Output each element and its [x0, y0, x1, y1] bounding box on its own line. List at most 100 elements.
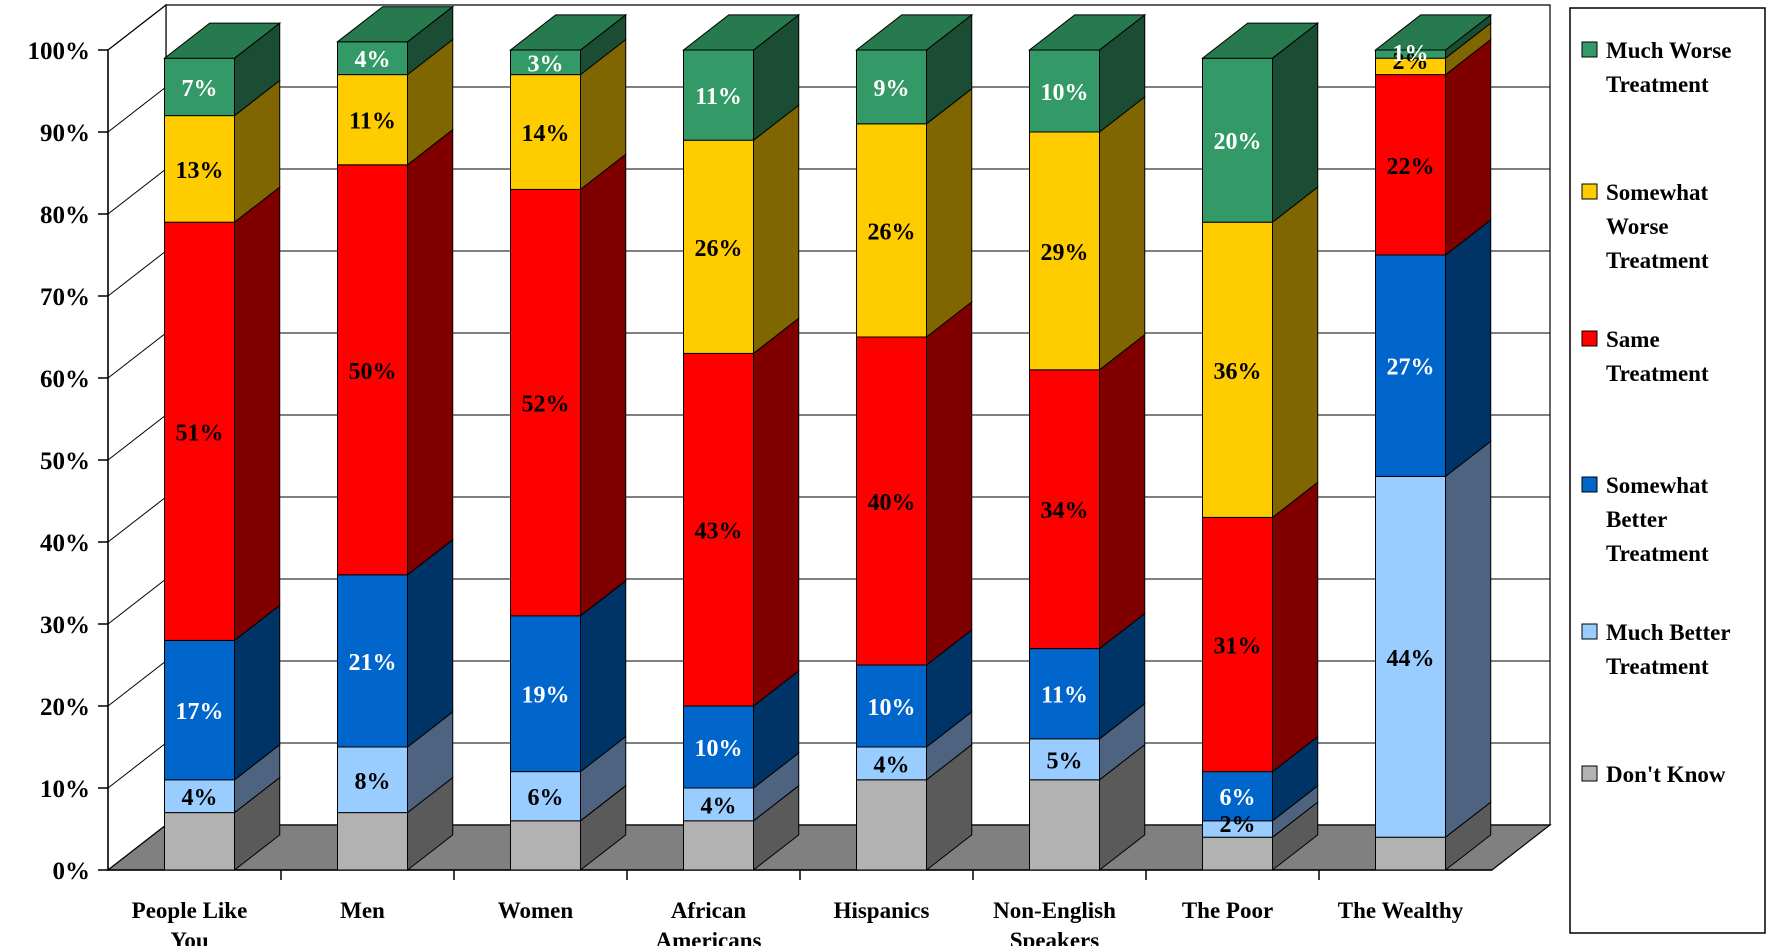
data-label: 10% [695, 736, 743, 762]
data-label: 31% [1214, 634, 1262, 660]
bar-segment [683, 705, 754, 789]
bar-side [926, 300, 973, 667]
bar-segment [1202, 221, 1273, 518]
data-label: 7% [182, 76, 218, 102]
bar-segment [683, 820, 754, 871]
bar-segment [1375, 74, 1446, 256]
data-label: 13% [176, 158, 224, 184]
data-label: 10% [1041, 80, 1089, 106]
data-label: 11% [349, 109, 396, 135]
bar-segment [1202, 771, 1273, 822]
bars: 4% 17% 51% 13% 7% 8% 21% 50% 11% 4% 6% 19% 52% 14% 3% 4… [163, 5, 1493, 872]
data-label: 21% [349, 650, 397, 676]
x-axis-category-labels: People Like You Men Women African Americans Hi… [132, 898, 1464, 946]
legend-swatch [1581, 476, 1598, 493]
y-tick-label: 60% [40, 366, 90, 393]
data-label: 5% [1047, 748, 1083, 774]
data-label: 2% [1220, 812, 1256, 838]
bar-segment [856, 779, 927, 871]
bar-segment [164, 221, 235, 641]
bar-segment [1029, 779, 1100, 871]
bar-segment [164, 779, 235, 814]
legend-swatch [1581, 623, 1598, 640]
legend-entry: Somewhat Worse Treatment [1606, 180, 1709, 273]
data-label: 6% [1220, 785, 1256, 811]
data-label: 11% [695, 84, 742, 110]
y-tick-label: 30% [40, 612, 90, 639]
data-label: 6% [528, 785, 564, 811]
data-label: 26% [868, 219, 916, 245]
data-label: 3% [528, 51, 564, 77]
legend-swatch [1581, 765, 1598, 782]
chart-walls [107, 3, 1551, 872]
bar-side [1445, 440, 1492, 839]
data-label: 4% [182, 785, 218, 811]
bar-segment [1029, 738, 1100, 781]
data-label: 34% [1041, 498, 1089, 524]
data-label: 43% [695, 519, 743, 545]
bar-segment [1029, 49, 1100, 133]
bar-side [926, 87, 973, 339]
bar-stack: 44% 27% 22% 2%1% [1374, 13, 1493, 872]
bar-top [682, 14, 801, 51]
bar-segment [856, 664, 927, 748]
x-tick-label: Hispanics [834, 898, 930, 923]
data-label: 1% [1393, 41, 1429, 67]
data-label: 2% [1393, 49, 1429, 75]
legend-entry: Somewhat Better Treatment [1606, 473, 1709, 566]
bar-side [1099, 333, 1146, 650]
legend-entry: Same Treatment [1606, 327, 1709, 386]
y-tick-label: 80% [40, 202, 90, 229]
bar-side [234, 186, 281, 642]
bar-segment [164, 639, 235, 781]
bar-top [1201, 22, 1320, 59]
x-tick-label: The Wealthy [1338, 898, 1464, 923]
bar-top [1374, 14, 1493, 51]
x-tick-label: People Like You [132, 898, 248, 946]
x-tick-label: The Poor [1182, 898, 1273, 923]
data-label: 17% [176, 699, 224, 725]
bar-segment [510, 74, 581, 190]
bar-segment [337, 812, 408, 871]
data-label: 4% [701, 793, 737, 819]
bar-stack: 4% 10% 40% 26% 9% [855, 13, 974, 872]
y-tick-label: 40% [40, 530, 90, 557]
y-tick-label: 10% [40, 776, 90, 803]
bar-side [1445, 218, 1492, 478]
bar-segment [1375, 254, 1446, 477]
bar-segment [856, 336, 927, 666]
x-tick-label: Women [498, 898, 574, 923]
data-label: 19% [522, 683, 570, 709]
bar-stack: 4% 10% 43% 26% 11% [682, 13, 801, 872]
bar-top [509, 14, 628, 51]
bar-top [336, 6, 455, 43]
bar-top [1028, 14, 1147, 51]
bar-side [1099, 95, 1146, 371]
legend-entry: Don't Know [1606, 762, 1726, 787]
data-label: 36% [1214, 359, 1262, 385]
y-tick-label: 100% [28, 38, 91, 65]
bar-side [753, 317, 800, 708]
bar-segment [1202, 57, 1273, 223]
bar-top [163, 22, 282, 59]
gridline [107, 4, 1550, 51]
bar-side [407, 538, 454, 749]
bar-segment [683, 787, 754, 822]
y-tick-label: 90% [40, 120, 90, 147]
bar-side [1445, 38, 1492, 257]
data-label: 14% [522, 121, 570, 147]
data-label: 9% [874, 76, 910, 102]
data-label: 8% [355, 769, 391, 795]
legend-entry: Much Better Treatment [1606, 620, 1731, 679]
x-tick-label: African Americans [655, 898, 761, 946]
bar-segment [337, 164, 408, 576]
legend-entry: Much Worse Treatment [1606, 38, 1731, 97]
bar-segment [1375, 475, 1446, 838]
legend-swatch [1581, 330, 1598, 347]
y-tick-label: 20% [40, 694, 90, 721]
data-label: 29% [1041, 240, 1089, 266]
bar-stack: 8% 21% 50% 11% 4% [336, 5, 455, 872]
data-label: 26% [695, 236, 743, 262]
bar-segment [1029, 648, 1100, 740]
